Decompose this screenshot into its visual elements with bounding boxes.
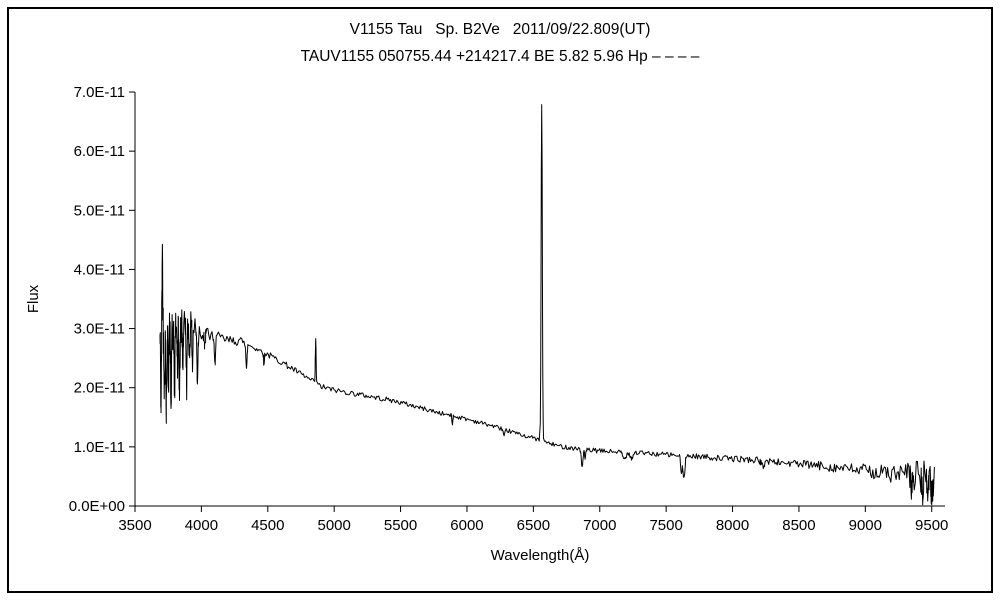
x-tick-label: 9000 xyxy=(849,517,882,534)
y-axis-title: Flux xyxy=(25,284,42,313)
y-tick-label: 7.0E-11 xyxy=(74,84,125,101)
x-axis-title: Wavelength(Å) xyxy=(491,547,590,564)
y-tick-label: 1.0E-11 xyxy=(74,439,125,456)
x-tick-label: 5000 xyxy=(317,517,350,534)
y-tick-label: 5.0E-11 xyxy=(74,202,125,219)
x-tick-label: 4500 xyxy=(251,517,284,534)
chart-subtitle: TAUV1155 050755.44 +214217.4 BE 5.82 5.9… xyxy=(300,48,700,65)
y-tick-label: 6.0E-11 xyxy=(74,143,125,160)
x-tick-label: 3500 xyxy=(118,517,151,534)
y-tick-label: 3.0E-11 xyxy=(74,321,125,338)
x-tick-label: 7500 xyxy=(649,517,682,534)
x-tick-label: 8000 xyxy=(716,517,749,534)
x-tick-label: 6500 xyxy=(517,517,550,534)
spectrum-line xyxy=(159,104,935,506)
chart-frame xyxy=(7,7,993,593)
y-tick-label: 0.0E+00 xyxy=(69,498,125,515)
y-tick-label: 4.0E-11 xyxy=(74,261,125,278)
chart-title: V1155 Tau Sp. B2Ve 2011/09/22.809(UT) xyxy=(349,21,651,38)
y-tick-label: 2.0E-11 xyxy=(74,380,125,397)
x-tick-label: 4000 xyxy=(185,517,218,534)
x-tick-label: 8500 xyxy=(782,517,815,534)
x-tick-label: 6000 xyxy=(450,517,483,534)
x-tick-label: 7000 xyxy=(583,517,616,534)
x-tick-label: 5500 xyxy=(384,517,417,534)
x-tick-label: 9500 xyxy=(915,517,948,534)
